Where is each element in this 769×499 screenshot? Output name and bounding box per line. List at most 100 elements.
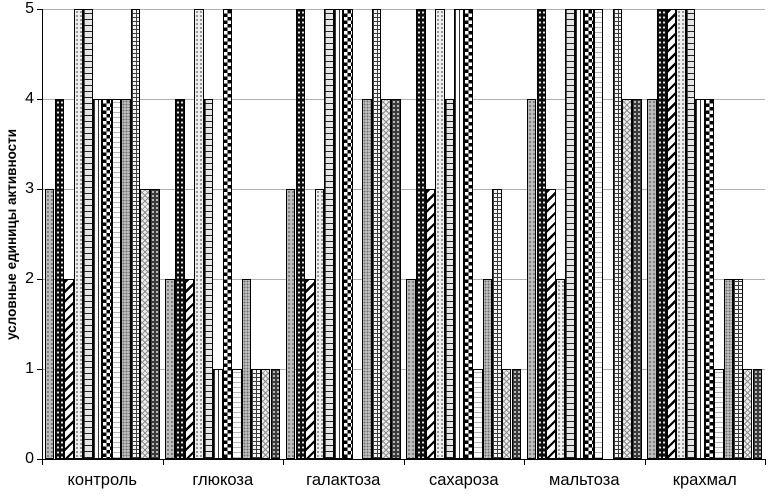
- y-axis-tick: [37, 279, 42, 280]
- bar-dark-gray-dots: [632, 99, 642, 459]
- bar-grid: [733, 279, 743, 459]
- y-tick-label: 4: [25, 90, 34, 107]
- x-axis-line: [42, 459, 766, 460]
- category-label: сахароза: [428, 471, 499, 489]
- bar-white-horizontal-dashes: [111, 99, 122, 459]
- bar-checkerboard: [343, 9, 353, 459]
- bar-light-gray-dotted: [44, 189, 55, 459]
- gridline: [42, 279, 765, 280]
- bar-black-dotted: [54, 99, 65, 459]
- bar-diagonal-stripes-bold: [184, 279, 195, 459]
- bar-light-fine-dots: [194, 9, 204, 459]
- category-label: мальтоза: [548, 471, 620, 489]
- x-axis-tick: [283, 460, 284, 465]
- gridline: [42, 9, 765, 10]
- bar-checkerboard: [102, 99, 112, 459]
- bar-grid: [371, 9, 382, 459]
- y-axis-tick: [37, 9, 42, 10]
- bar-black-dotted: [536, 9, 547, 459]
- bar-diagonal-stripes-bold: [305, 279, 315, 459]
- bar-brick: [565, 9, 575, 459]
- bar-diagonal-crosshatch-light: [140, 189, 150, 459]
- x-axis-tick: [765, 460, 766, 465]
- bar-diagonal-stripes-bold: [666, 9, 677, 459]
- bar-vertical-dashes: [333, 9, 344, 459]
- bar-diagonal-crosshatch-light: [260, 369, 271, 459]
- y-axis-tick: [37, 369, 42, 370]
- y-axis-tick: [37, 189, 42, 190]
- bar-vertical-dashes: [695, 99, 705, 459]
- bar-dark-gray-dots: [391, 99, 401, 459]
- bar-diagonal-crosshatch-light: [742, 369, 753, 459]
- bar-black-dotted: [175, 99, 185, 459]
- bar-white-horizontal-dashes: [473, 369, 483, 459]
- y-tick-label: 0: [25, 450, 34, 467]
- bar-vertical-dashes: [454, 9, 464, 459]
- bar-gray-dense-dots: [723, 279, 734, 459]
- bar-dark-gray-dots: [752, 369, 763, 459]
- bar-checkerboard: [222, 9, 233, 459]
- bar-vertical-dashes: [92, 99, 103, 459]
- bar-light-fine-dots: [435, 9, 445, 459]
- y-axis-title: условные единицы активности: [4, 128, 19, 340]
- bar-light-gray-dotted: [526, 99, 537, 459]
- bar-gray-dense-dots: [121, 99, 131, 459]
- plot-area: [42, 9, 765, 459]
- bar-diagonal-stripes-bold: [546, 189, 556, 459]
- bar-diagonal-crosshatch-light: [501, 369, 512, 459]
- category-label: крахмал: [672, 471, 737, 489]
- bar-light-gray-dotted: [647, 99, 657, 459]
- category-label: контроль: [67, 471, 137, 489]
- y-axis-tick: [37, 459, 42, 460]
- bar-black-dotted: [295, 9, 306, 459]
- gridline: [42, 369, 765, 370]
- bar-grid: [492, 189, 502, 459]
- x-axis-tick: [162, 460, 164, 465]
- category-label: глюкоза: [192, 471, 254, 489]
- bar-checkerboard: [704, 99, 715, 459]
- x-axis-tick: [524, 460, 525, 465]
- bar-gray-dense-dots: [362, 99, 372, 459]
- bar-black-dotted: [416, 9, 426, 459]
- gridline: [42, 189, 765, 190]
- bar-checkerboard: [584, 9, 594, 459]
- gridline: [42, 99, 765, 100]
- x-axis-tick: [42, 460, 43, 465]
- bar-brick: [203, 99, 214, 459]
- bar-grid: [251, 369, 261, 459]
- bar-diagonal-stripes-bold: [425, 189, 436, 459]
- bar-diagonal-crosshatch-light: [381, 99, 391, 459]
- bar-black-dotted: [657, 9, 667, 459]
- bar-white-horizontal-dashes: [232, 369, 242, 459]
- bar-dark-gray-dots: [511, 369, 522, 459]
- y-tick-label: 5: [25, 0, 34, 17]
- bar-brick: [685, 9, 696, 459]
- x-axis-tick: [403, 460, 405, 465]
- bar-dark-gray-dots: [150, 189, 160, 459]
- y-axis-line: [42, 9, 43, 459]
- bar-light-gray-dotted: [285, 189, 296, 459]
- bar-brick: [324, 9, 334, 459]
- bar-light-fine-dots: [555, 279, 566, 459]
- bar-white-horizontal-dashes: [714, 369, 724, 459]
- bar-brick: [83, 9, 93, 459]
- bar-dark-gray-dots: [270, 369, 281, 459]
- y-tick-label: 3: [25, 180, 34, 197]
- bar-grid: [612, 9, 623, 459]
- category-label: галактоза: [306, 471, 381, 489]
- bar-light-fine-dots: [73, 9, 84, 459]
- bar-diagonal-stripes-bold: [64, 279, 74, 459]
- y-axis-tick: [37, 99, 42, 100]
- bar-vertical-dashes: [574, 9, 585, 459]
- bar-gray-dense-dots: [241, 279, 252, 459]
- x-axis-tick: [644, 460, 646, 465]
- bar-grid: [130, 9, 141, 459]
- bar-light-fine-dots: [676, 9, 686, 459]
- bar-light-gray-dotted: [165, 279, 175, 459]
- bar-diagonal-crosshatch-light: [622, 99, 632, 459]
- y-tick-label: 2: [25, 270, 34, 287]
- bar-vertical-dashes: [213, 369, 223, 459]
- bar-light-fine-dots: [314, 189, 325, 459]
- bar-light-gray-dotted: [406, 279, 416, 459]
